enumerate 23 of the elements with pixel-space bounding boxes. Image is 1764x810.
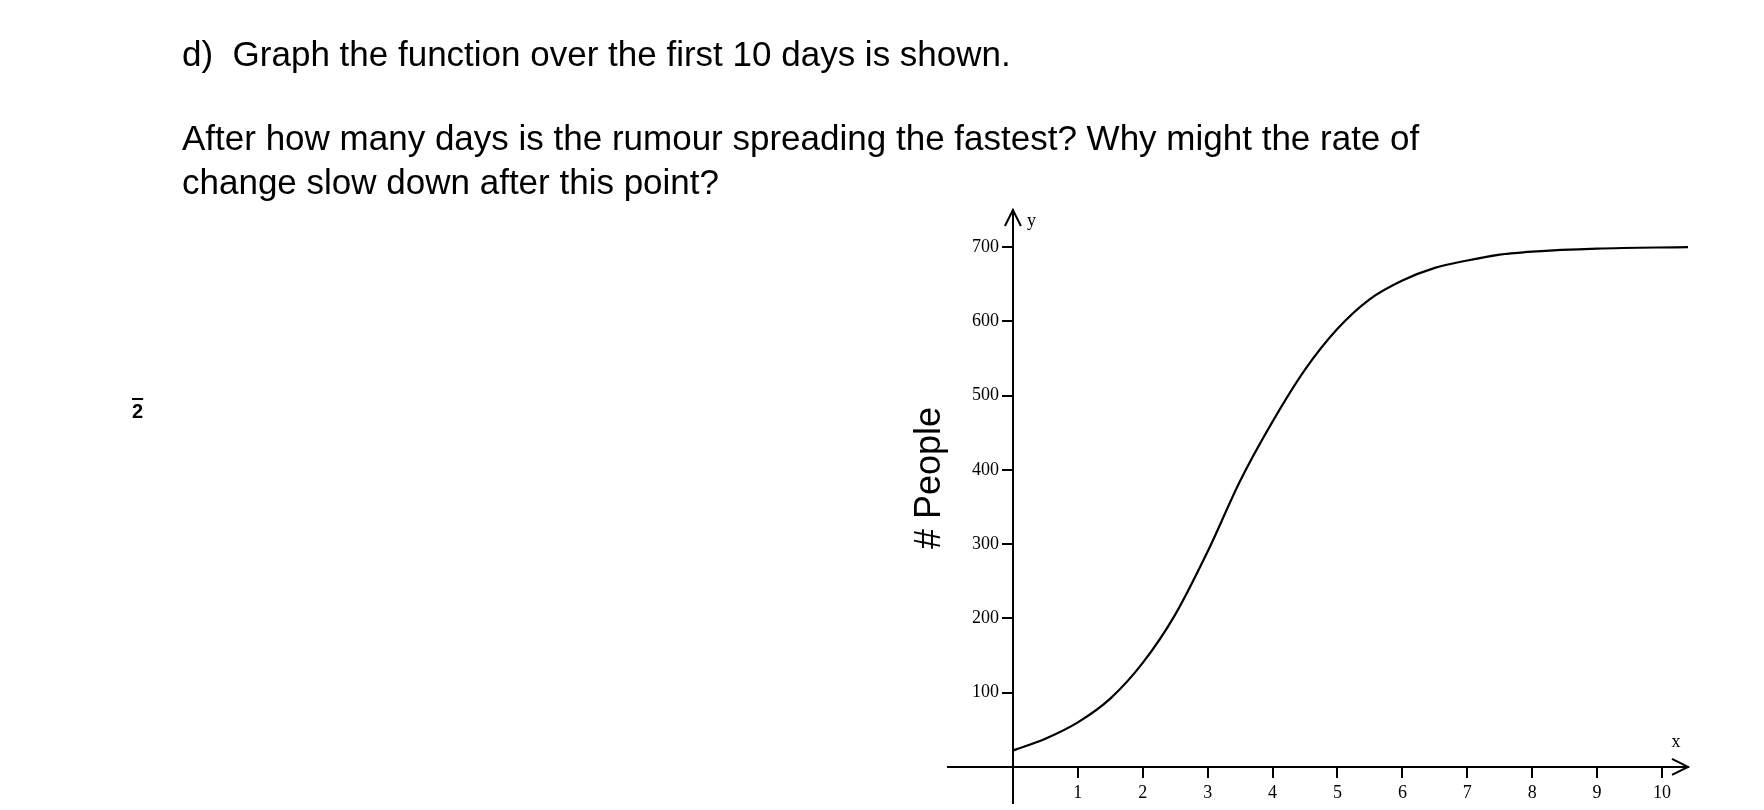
x-tick-label: 6 [1397,782,1407,803]
x-tick-label: 8 [1527,782,1537,803]
y-tick-label: 200 [971,607,999,628]
y-tick-label: 500 [971,384,999,405]
y-tick-label: 600 [971,310,999,331]
y-tick-label: 100 [971,681,999,702]
chart-subtitle: After how many days is the rumour spreading the fastest? Why might the rate of change slow down after this point? [182,117,1421,203]
y-axis-title: # People [907,406,949,550]
x-tick-label: 7 [1462,782,1472,803]
x-tick-label: 5 [1332,782,1342,803]
x-tick-label: 2 [1138,782,1148,803]
annotation: y [1026,210,1036,230]
x-tick-label: 3 [1203,782,1213,803]
x-tick-label: 10 [1653,782,1672,803]
x-axis-title: x [1671,730,1681,751]
y-tick-label: 300 [971,532,999,553]
x-tick-label: 4 [1268,782,1278,803]
x-tick-label: 9 [1592,782,1602,803]
text: 2 [132,400,144,423]
x-tick-label: 1 [1073,782,1083,803]
y-tick-label: 700 [971,235,999,256]
text: d) Graph the function over the first 10 days is shown. [182,34,1011,74]
y-tick-label: 400 [971,458,999,479]
